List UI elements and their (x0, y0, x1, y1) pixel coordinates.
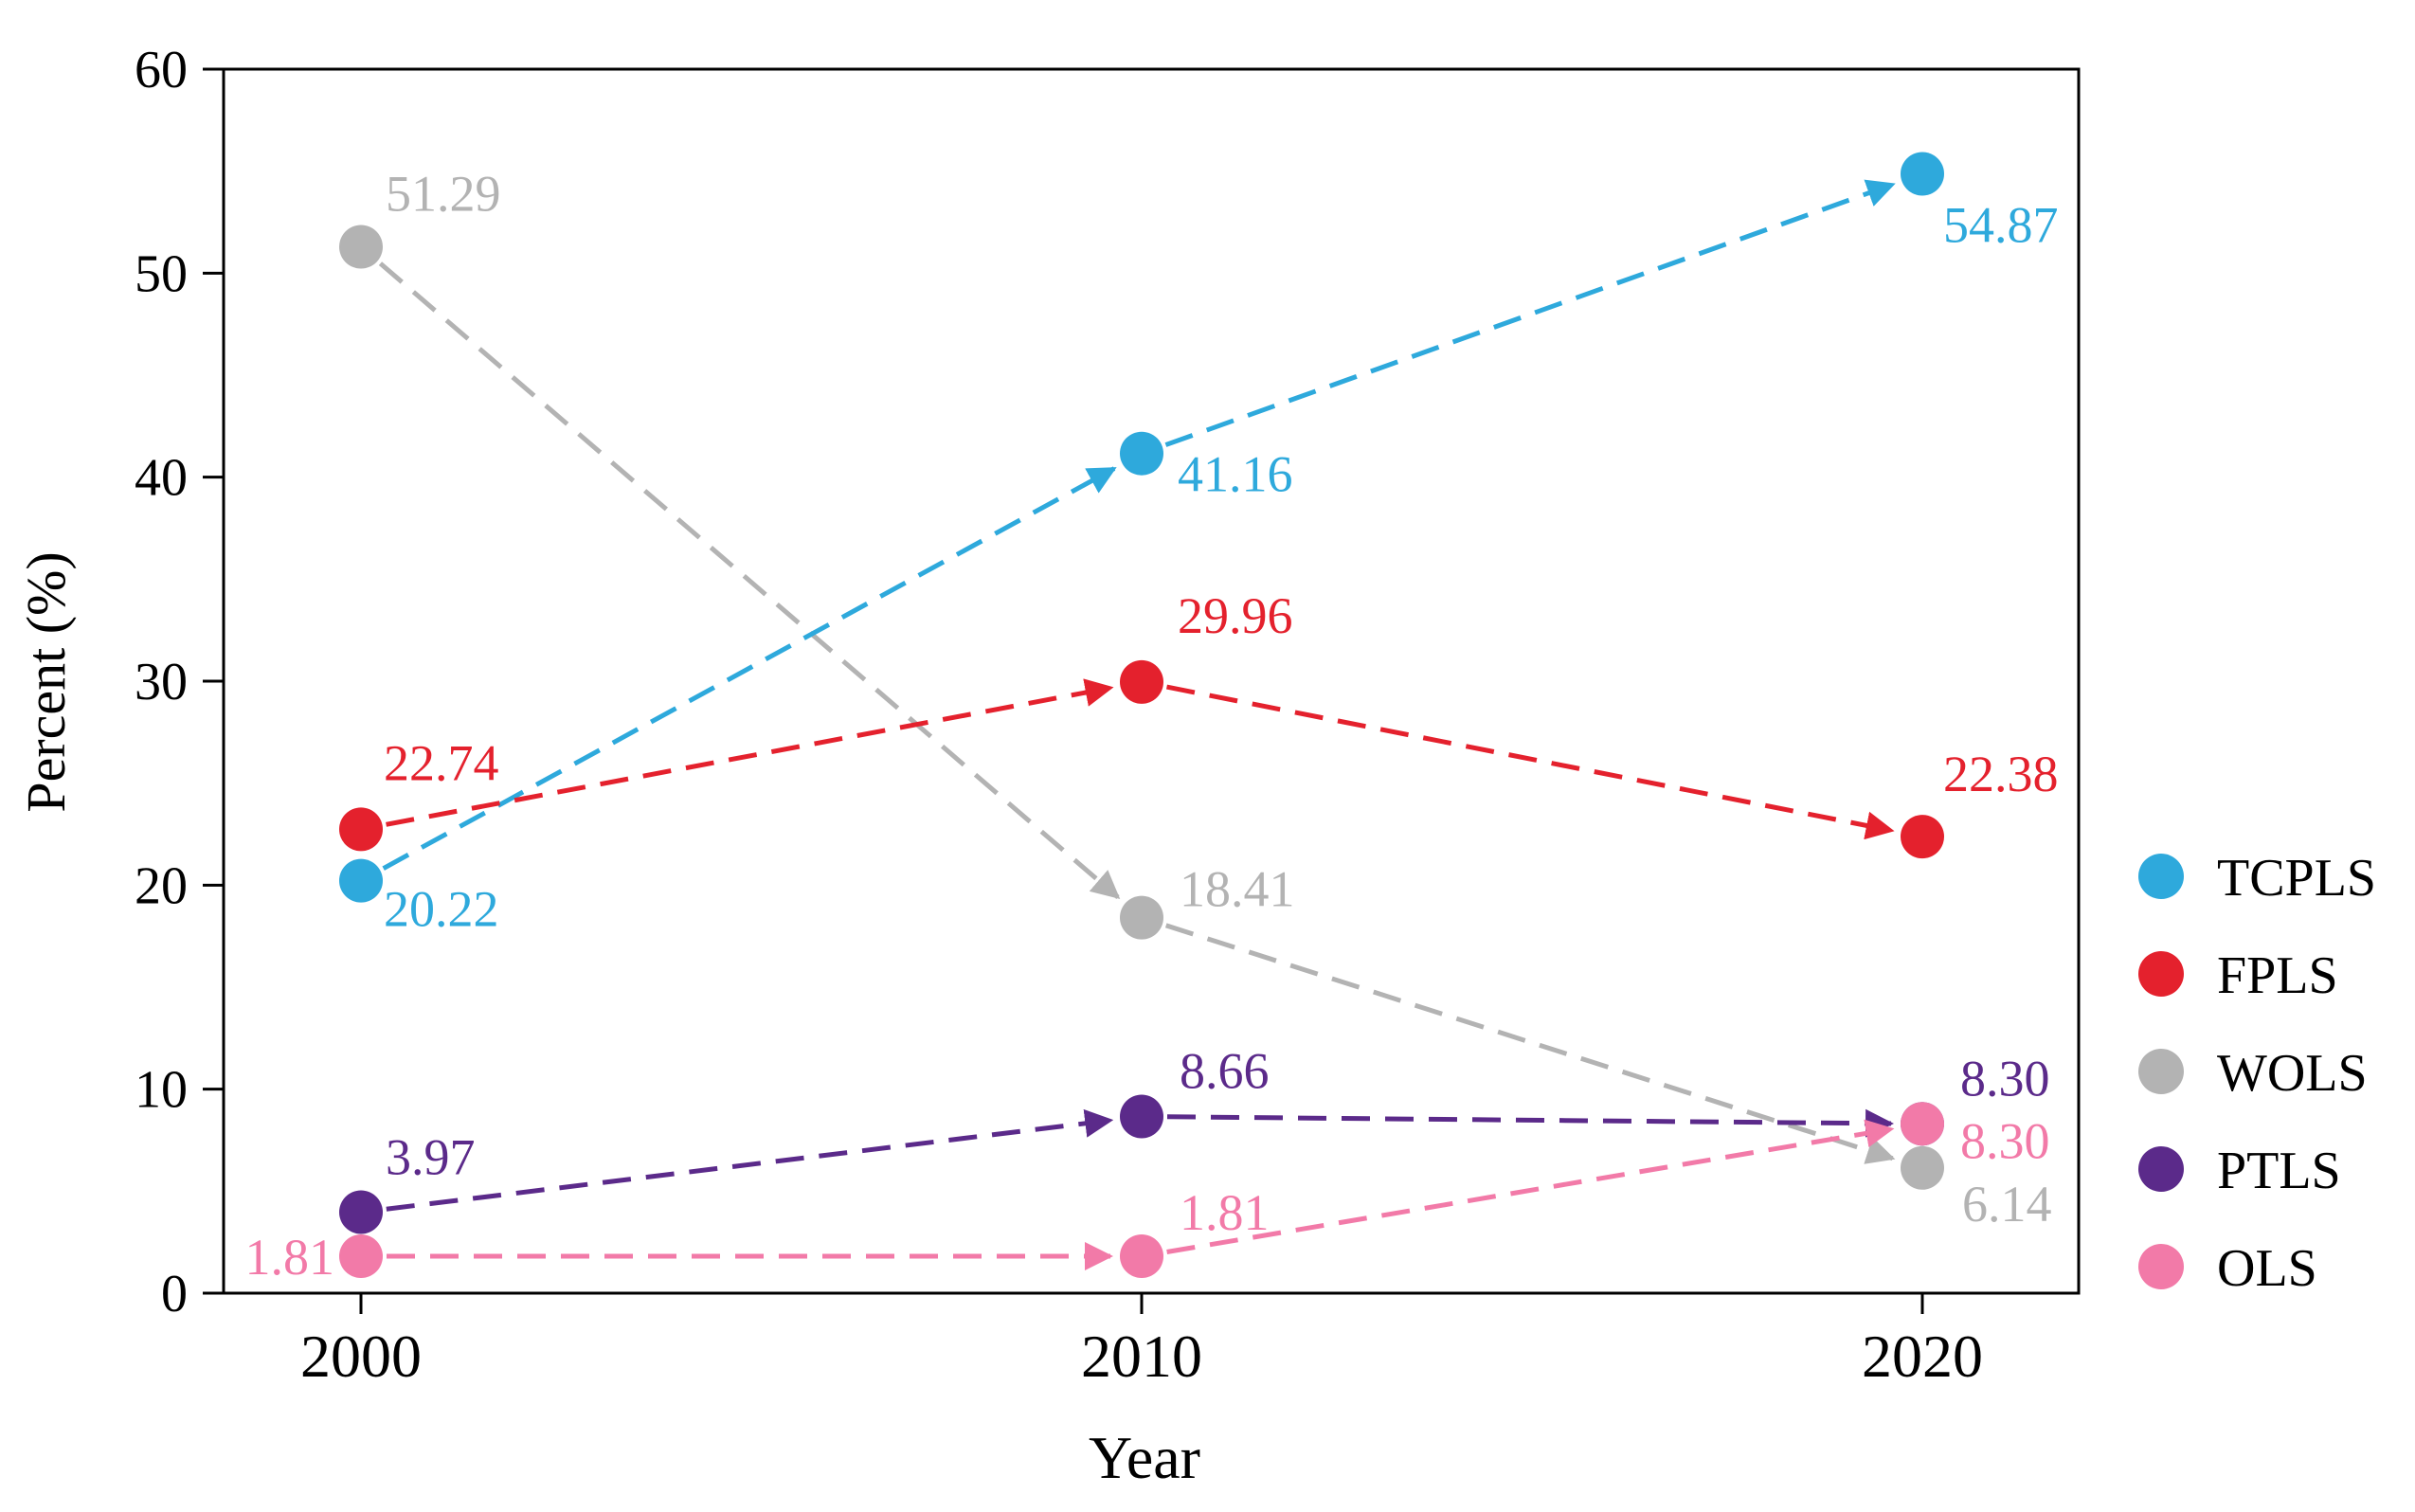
series-ols: 1.81 1.81 8.30 (245, 1102, 2050, 1286)
data-label: 8.30 (1960, 1050, 2050, 1107)
data-label: 20.22 (384, 881, 499, 938)
legend-item-fpls: FPLS (2138, 946, 2338, 1005)
series-layer: 51.2918.416.1420.2241.1654.8722.7429.962… (245, 152, 2059, 1286)
data-point (339, 858, 383, 903)
x-axis: 2000 2010 2020 (300, 1293, 1983, 1390)
data-point (1120, 1234, 1163, 1279)
legend-item-wols: WOLS (2138, 1044, 2368, 1103)
data-label: 1.81 (245, 1229, 335, 1286)
data-point (339, 807, 383, 852)
legend-swatch (2138, 951, 2184, 997)
y-axis-title: Percent (%) (15, 551, 77, 812)
legend-item-tcpls: TCPLS (2138, 849, 2376, 908)
legend-label: TCPLS (2217, 849, 2376, 908)
data-label: 1.81 (1180, 1184, 1270, 1241)
data-point (1901, 1102, 1944, 1146)
data-point (1901, 152, 1944, 196)
series-segment (1164, 179, 1896, 447)
series-segment (386, 678, 1114, 827)
series-segment (378, 261, 1121, 900)
data-label: 54.87 (1943, 196, 2059, 253)
x-axis-title: Year (1089, 1424, 1200, 1491)
y-tick-label: 50 (135, 244, 188, 303)
legend-swatch (2138, 854, 2184, 899)
series-segment (382, 466, 1117, 871)
data-label: 6.14 (1962, 1176, 2052, 1233)
data-label: 41.16 (1178, 446, 1293, 503)
y-tick-label: 30 (135, 653, 188, 711)
data-point (339, 1234, 383, 1279)
data-label: 8.66 (1180, 1043, 1270, 1100)
y-tick-label: 10 (135, 1061, 188, 1120)
legend: TCPLS FPLS WOLS PTLS OLS (2138, 849, 2376, 1298)
data-label: 8.30 (1960, 1112, 2050, 1169)
y-tick-label: 40 (135, 449, 188, 508)
series-segment (1166, 1108, 1895, 1138)
y-axis: 0 10 20 30 40 50 60 (135, 41, 224, 1323)
legend-label: OLS (2217, 1239, 2317, 1298)
data-point (339, 225, 383, 269)
data-label: 51.29 (386, 166, 501, 223)
data-label: 3.97 (386, 1129, 476, 1186)
series-segment (1165, 684, 1895, 840)
series-tcpls: 20.22 41.16 54.87 (339, 152, 2059, 938)
legend-swatch (2138, 1244, 2184, 1289)
data-point (1120, 431, 1163, 476)
series-wols: 51.29 18.41 6.14 (339, 166, 2052, 1233)
data-point (1901, 1145, 1944, 1190)
legend-label: WOLS (2217, 1044, 2368, 1103)
legend-label: FPLS (2217, 946, 2338, 1005)
y-tick-label: 0 (161, 1265, 188, 1323)
data-point (1120, 659, 1163, 704)
series-segment (1166, 1119, 1895, 1254)
x-tick-label: 2020 (1862, 1323, 1983, 1390)
legend-item-ptls: PTLS (2138, 1142, 2341, 1200)
data-point (1120, 895, 1163, 940)
legend-swatch (2138, 1049, 2184, 1094)
legend-swatch (2138, 1146, 2184, 1192)
x-tick-label: 2000 (300, 1323, 422, 1390)
data-label: 22.38 (1943, 746, 2059, 802)
data-point (1120, 1094, 1163, 1139)
y-tick-label: 60 (135, 41, 188, 99)
series-segment (386, 1108, 1114, 1212)
x-tick-label: 2010 (1081, 1323, 1202, 1390)
legend-item-ols: OLS (2138, 1239, 2317, 1298)
y-tick-label: 20 (135, 856, 188, 915)
data-label: 22.74 (384, 734, 499, 791)
data-point (1901, 815, 1944, 859)
series-segment (1164, 923, 1896, 1164)
data-label: 29.96 (1178, 587, 1293, 644)
data-point (339, 1190, 383, 1234)
legend-label: PTLS (2217, 1142, 2341, 1200)
data-label: 18.41 (1180, 861, 1295, 918)
series-fpls: 22.74 29.96 22.38 (339, 587, 2059, 859)
